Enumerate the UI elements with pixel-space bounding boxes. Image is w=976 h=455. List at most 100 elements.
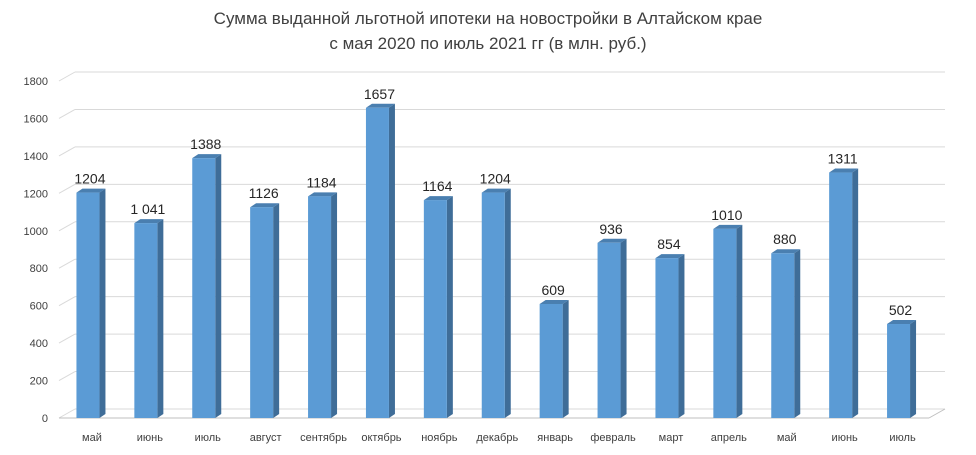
data-label: 1 041 — [130, 201, 165, 217]
x-tick-label: май — [777, 432, 797, 444]
x-tick-label: июль — [889, 432, 916, 444]
gridline-depth — [58, 408, 76, 419]
gridline-depth — [58, 258, 76, 269]
data-label: 936 — [599, 221, 623, 237]
bars — [76, 103, 917, 419]
gridline-depth — [58, 183, 76, 194]
gridline-depth — [58, 109, 76, 119]
bar-front — [539, 303, 563, 418]
x-tick-label: июнь — [832, 432, 858, 444]
bar-side — [678, 254, 685, 418]
bar-side — [852, 168, 859, 418]
data-label: 1204 — [74, 171, 105, 187]
bar-front — [134, 223, 158, 418]
bar-side — [273, 203, 280, 418]
bar-front — [655, 258, 679, 418]
gridline-depth — [58, 333, 76, 344]
bar — [713, 224, 743, 418]
data-label: 854 — [657, 236, 681, 252]
bar-front — [887, 324, 911, 418]
bar-top — [76, 188, 106, 193]
bar — [829, 168, 859, 418]
x-tick-label: июнь — [137, 432, 163, 444]
x-tick-label: январь — [537, 432, 573, 444]
bar-top — [134, 219, 164, 224]
gridline-depth — [58, 296, 76, 307]
bar-front — [250, 207, 274, 418]
data-label: 1657 — [364, 86, 395, 102]
x-tick-label: октябрь — [361, 432, 401, 444]
bar-side — [504, 188, 511, 418]
floor-edge-depth — [928, 408, 946, 419]
bar — [423, 196, 453, 418]
bar-top — [423, 196, 453, 201]
data-label: 1010 — [711, 207, 742, 223]
bar-side — [562, 299, 569, 418]
data-labels: 1204 1 041 1388 1126 1184 1657 1164 1204 609 936 8… — [74, 86, 912, 318]
data-label: 1164 — [422, 178, 452, 194]
gridline-depth — [58, 71, 76, 82]
bar-side — [331, 192, 338, 418]
bar — [365, 103, 395, 419]
x-tick-label: апрель — [711, 432, 747, 444]
bar-top — [829, 168, 859, 173]
data-label: 1311 — [828, 151, 858, 167]
data-label: 609 — [541, 282, 565, 298]
bar-front — [192, 158, 216, 418]
y-tick-label: 600 — [30, 301, 48, 313]
y-tick-label: 200 — [30, 376, 48, 388]
x-tick-label: ноябрь — [421, 432, 458, 444]
chart-subtitle: с мая 2020 по июль 2021 гг (в млн. руб.) — [329, 34, 647, 53]
bar — [250, 203, 280, 418]
bar-front — [308, 196, 332, 418]
data-label: 1126 — [249, 185, 279, 201]
y-tick-label: 1400 — [24, 151, 48, 163]
bar-front — [713, 228, 737, 418]
bar-top — [250, 203, 280, 208]
gridline-depth — [58, 146, 76, 157]
bar — [192, 154, 222, 418]
bar-top — [192, 154, 222, 159]
bar-side — [910, 320, 917, 418]
bar-top — [655, 254, 685, 259]
x-tick-label: декабрь — [476, 432, 518, 444]
y-tick-label: 1600 — [24, 113, 48, 125]
bar — [539, 299, 569, 418]
gridline-depth — [58, 371, 76, 381]
x-tick-label: август — [250, 432, 282, 444]
bar-top — [713, 224, 743, 229]
bar — [887, 320, 917, 418]
bar-top — [308, 192, 338, 197]
bar-side — [99, 188, 106, 418]
data-label: 1388 — [190, 136, 221, 152]
x-tick-label: февраль — [590, 432, 636, 444]
y-tick-label: 1000 — [24, 226, 48, 238]
x-tick-label: май — [82, 432, 102, 444]
bar-top — [481, 188, 511, 193]
bar-top — [597, 238, 627, 243]
chart-title: Сумма выданной льготной ипотеки на новос… — [213, 9, 763, 28]
bar — [597, 238, 627, 418]
bar-top — [539, 299, 569, 304]
bar-front — [829, 172, 853, 418]
bar-front — [365, 107, 389, 419]
bar — [76, 188, 106, 418]
bar-top — [771, 249, 801, 254]
bar-front — [423, 200, 447, 418]
x-tick-label: сентябрь — [300, 432, 347, 444]
y-tick-label: 0 — [42, 413, 48, 425]
bar-side — [388, 103, 395, 419]
data-label: 880 — [773, 231, 797, 247]
bar — [481, 188, 511, 418]
bar — [771, 249, 801, 418]
bar-front — [771, 253, 795, 418]
y-tick-label: 400 — [30, 338, 48, 350]
bar-top — [887, 320, 917, 325]
x-tick-label: июль — [195, 432, 222, 444]
x-axis-tick-labels: май июнь июль август сентябрь октябрь ноябрь де… — [82, 432, 916, 444]
y-tick-label: 1800 — [24, 76, 48, 88]
bar-side — [157, 219, 164, 418]
bar — [134, 219, 164, 418]
bar-side — [794, 249, 801, 418]
